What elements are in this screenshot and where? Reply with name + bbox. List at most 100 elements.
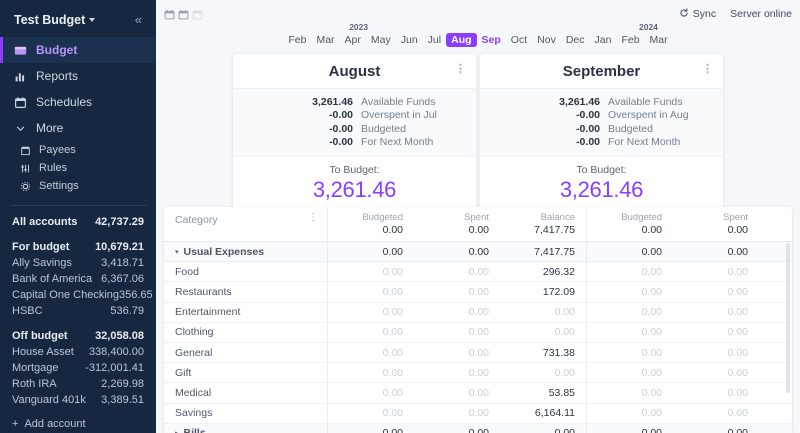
- budgeted-cell[interactable]: 0.00: [382, 326, 403, 339]
- account-capital-one-checking[interactable]: Capital One Checking 356.65: [0, 287, 156, 303]
- spent-cell[interactable]: 0.00: [727, 346, 748, 359]
- spent-cell[interactable]: 0.00: [673, 427, 759, 433]
- balance-cell[interactable]: 0.00: [759, 427, 792, 433]
- table-row[interactable]: Savings 0.00 0.00 6,164.11 0.00 0.00 6,164.11: [164, 403, 792, 424]
- budgeted-cell[interactable]: 0.00: [587, 427, 673, 433]
- month-button-dec-10[interactable]: Dec: [565, 34, 585, 46]
- spent-cell[interactable]: 0.00: [468, 245, 489, 258]
- to-budget-value[interactable]: 3,261.46: [312, 177, 397, 202]
- spent-cell[interactable]: 0.00: [727, 407, 748, 420]
- budgeted-cell[interactable]: 0.00: [382, 407, 403, 420]
- spent-cell[interactable]: 0.00: [727, 366, 748, 379]
- account-roth-ira[interactable]: Roth IRA 2,269.98: [0, 376, 156, 392]
- more-vertical-icon[interactable]: ⋮: [702, 63, 713, 75]
- balance-cell[interactable]: 0.00: [554, 366, 575, 379]
- month-button-aug-6[interactable]: Aug: [446, 33, 477, 47]
- month-button-jul-5[interactable]: Jul: [427, 34, 442, 46]
- sidebar-item-reports[interactable]: Reports: [0, 63, 156, 89]
- category-cell[interactable]: General: [164, 342, 328, 363]
- balance-cell[interactable]: 0.00: [500, 427, 586, 433]
- category-cell[interactable]: Medical: [164, 383, 328, 403]
- spent-cell[interactable]: 0.00: [468, 366, 489, 379]
- budgeted-cell[interactable]: 0.00: [382, 366, 403, 379]
- to-budget-value[interactable]: 3,261.46: [559, 177, 644, 202]
- budgeted-cell[interactable]: 0.00: [641, 285, 662, 298]
- table-group-row[interactable]: ▾Usual Expenses0.000.007,417.750.000.007…: [164, 242, 792, 263]
- spent-cell[interactable]: 0.00: [727, 386, 748, 399]
- budgeted-cell[interactable]: 0.00: [641, 386, 662, 399]
- spent-cell[interactable]: 0.00: [468, 265, 489, 278]
- more-vertical-icon[interactable]: ⋮: [308, 212, 318, 223]
- budgeted-cell[interactable]: 0.00: [641, 366, 662, 379]
- sidebar-item-payees[interactable]: Payees: [0, 141, 156, 159]
- budgeted-cell[interactable]: 0.00: [382, 285, 403, 298]
- month-button-jan-11[interactable]: Jan: [594, 34, 612, 46]
- chevrons-left-icon[interactable]: «: [134, 12, 142, 27]
- table-group-row[interactable]: ▸Bills0.000.000.000.000.000.00: [164, 423, 792, 433]
- budgeted-cell[interactable]: 0.00: [641, 306, 662, 319]
- category-cell[interactable]: ▾ Usual Expenses: [164, 242, 328, 262]
- spent-cell[interactable]: 0.00: [468, 326, 489, 339]
- month-button-feb-12[interactable]: Feb: [621, 34, 640, 46]
- spent-cell[interactable]: 0.00: [414, 427, 500, 433]
- category-cell[interactable]: Savings: [164, 403, 328, 423]
- budgeted-cell[interactable]: 0.00: [382, 346, 403, 359]
- budgeted-cell[interactable]: 0.00: [641, 407, 662, 420]
- sync-button[interactable]: Sync: [679, 7, 716, 21]
- budgeted-cell[interactable]: 0.00: [382, 386, 403, 399]
- sidebar-item-rules[interactable]: Rules: [0, 159, 156, 177]
- spent-cell[interactable]: 0.00: [468, 346, 489, 359]
- calendar-icon[interactable]: [178, 9, 189, 20]
- month-button-apr-2[interactable]: Apr: [344, 34, 361, 46]
- spent-cell[interactable]: 0.00: [727, 285, 748, 298]
- balance-cell[interactable]: 172.09: [542, 285, 575, 298]
- server-status-label[interactable]: Server online: [730, 8, 792, 20]
- spent-cell[interactable]: 0.00: [727, 245, 748, 258]
- month-button-may-3[interactable]: May: [370, 34, 391, 46]
- account-all-accounts[interactable]: All accounts 42,737.29: [0, 214, 156, 230]
- sidebar-item-more[interactable]: More: [0, 115, 156, 141]
- account-hsbc[interactable]: HSBC 536.79: [0, 303, 156, 319]
- category-cell[interactable]: Entertainment: [164, 302, 328, 322]
- balance-cell[interactable]: 0.00: [554, 326, 575, 339]
- sidebar-item-schedules[interactable]: Schedules: [0, 89, 156, 115]
- account-house-asset[interactable]: House Asset 338,400.00: [0, 344, 156, 360]
- calendar-icon-disabled[interactable]: [192, 9, 203, 20]
- chevron-right-icon[interactable]: ▸: [175, 429, 179, 433]
- budgeted-cell[interactable]: 0.00: [641, 326, 662, 339]
- balance-cell[interactable]: 53.85: [548, 386, 575, 399]
- account-mortgage[interactable]: Mortgage -312,001.41: [0, 360, 156, 376]
- balance-cell[interactable]: 731.38: [542, 346, 575, 359]
- account-bank-of-america[interactable]: Bank of America 6,367.06: [0, 271, 156, 287]
- balance-cell[interactable]: 6,164.11: [759, 407, 792, 419]
- budgeted-cell[interactable]: 0.00: [382, 265, 403, 278]
- budgeted-cell[interactable]: 0.00: [382, 245, 403, 258]
- vertical-scrollbar[interactable]: [786, 243, 790, 393]
- spent-cell[interactable]: 0.00: [468, 285, 489, 298]
- spent-cell[interactable]: 0.00: [468, 306, 489, 319]
- budgeted-cell[interactable]: 0.00: [641, 245, 662, 258]
- spent-cell[interactable]: 0.00: [727, 306, 748, 319]
- chevron-down-icon[interactable]: ▾: [175, 248, 179, 256]
- category-column-header[interactable]: Category ⋮: [164, 207, 328, 241]
- balance-cell[interactable]: 6,164.11: [534, 407, 575, 420]
- budgeted-cell[interactable]: 0.00: [382, 306, 403, 319]
- month-button-nov-9[interactable]: Nov: [537, 34, 556, 46]
- category-cell[interactable]: Clothing: [164, 322, 328, 342]
- month-button-mar-1[interactable]: Mar: [316, 34, 335, 46]
- budgeted-cell[interactable]: 0.00: [641, 346, 662, 359]
- account-vanguard-401k[interactable]: Vanguard 401k 3,389.51: [0, 392, 156, 408]
- month-button-mar-13[interactable]: Mar: [649, 34, 668, 46]
- account-group-for-budget[interactable]: For budget 10,679.21: [0, 239, 156, 255]
- add-account-button[interactable]: + Add account: [0, 414, 156, 433]
- account-ally-savings[interactable]: Ally Savings 3,418.71: [0, 255, 156, 271]
- spent-cell[interactable]: 0.00: [468, 386, 489, 399]
- account-group-off-budget[interactable]: Off budget 32,058.08: [0, 328, 156, 344]
- balance-cell[interactable]: 296.32: [542, 265, 575, 278]
- more-vertical-icon[interactable]: ⋮: [455, 63, 466, 75]
- category-cell[interactable]: ▸ Bills: [164, 423, 328, 433]
